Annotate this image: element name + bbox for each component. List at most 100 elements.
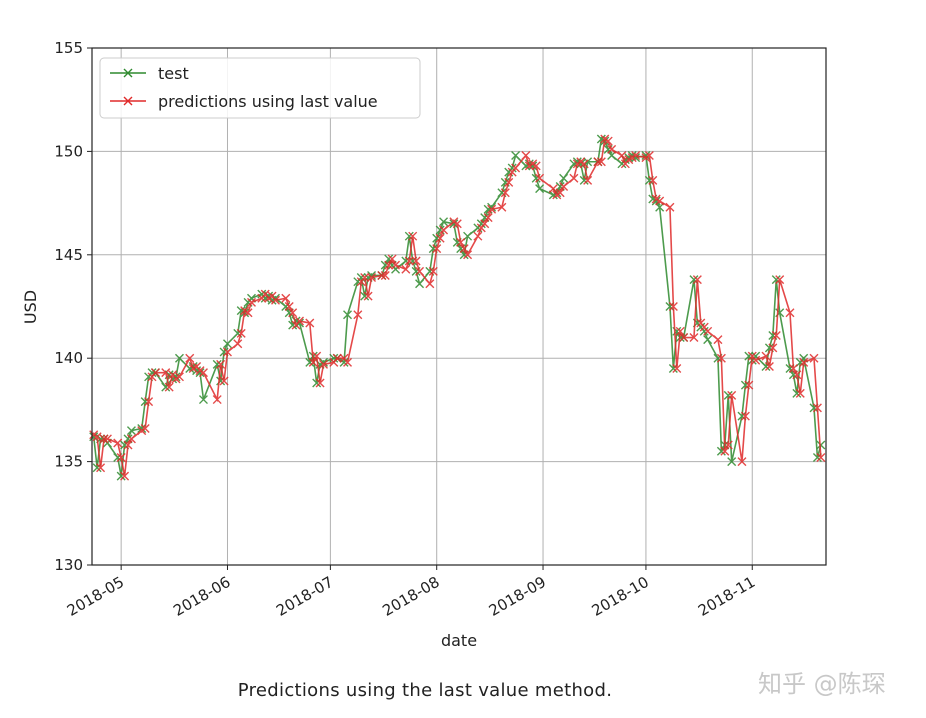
data-point-marker	[439, 225, 449, 235]
data-point-marker	[343, 357, 353, 367]
data-point-marker	[727, 390, 737, 400]
data-point-marker	[96, 463, 106, 473]
data-point-marker	[147, 368, 157, 378]
data-point-marker	[174, 372, 184, 382]
data-point-marker	[768, 343, 778, 353]
legend-item-test	[110, 68, 146, 78]
data-point-marker	[665, 202, 675, 212]
data-point-marker	[607, 144, 617, 154]
data-point-marker	[246, 297, 256, 307]
data-point-marker	[126, 426, 136, 436]
data-point-marker	[360, 273, 370, 283]
data-point-marker	[150, 368, 160, 378]
data-point-marker	[511, 151, 521, 161]
data-point-marker	[144, 397, 154, 407]
data-point-marker	[329, 353, 339, 363]
data-point-marker	[236, 328, 246, 338]
data-point-marker	[295, 316, 305, 326]
data-point-marker	[816, 452, 826, 462]
x-tick-label: 2018-05	[64, 573, 127, 620]
data-point-marker	[764, 361, 774, 371]
data-point-marker	[439, 217, 449, 227]
data-point-marker	[425, 279, 435, 289]
data-point-marker	[703, 326, 713, 336]
data-point-marker	[113, 438, 123, 448]
data-point-marker	[559, 182, 569, 192]
data-point-marker	[761, 351, 771, 361]
data-point-marker	[332, 353, 342, 363]
data-point-marker	[521, 151, 531, 161]
data-point-marker	[500, 188, 510, 198]
data-point-marker	[569, 173, 579, 183]
y-tick-label: 145	[54, 246, 83, 264]
data-point-marker	[792, 370, 802, 380]
data-point-marker	[744, 380, 754, 390]
y-tick-label: 150	[54, 142, 83, 160]
series-test	[89, 134, 826, 481]
x-tick-label: 2018-10	[589, 573, 652, 620]
data-point-marker	[284, 302, 294, 311]
data-point-marker	[401, 264, 411, 274]
data-point-marker	[415, 266, 425, 276]
grid-lines	[92, 47, 826, 566]
data-point-marker	[480, 219, 490, 229]
data-point-marker	[583, 175, 593, 185]
x-tick-label: 2018-08	[379, 573, 442, 620]
data-point-marker	[102, 434, 112, 444]
data-point-marker	[216, 359, 226, 369]
data-point-marker	[271, 295, 280, 305]
data-point-marker	[449, 219, 459, 229]
data-point-marker	[315, 378, 325, 388]
data-point-marker	[198, 368, 208, 378]
legend-marker	[123, 68, 133, 78]
series-layer	[89, 134, 826, 481]
data-point-marker	[775, 275, 785, 285]
data-point-marker	[737, 457, 747, 467]
data-point-marker	[185, 353, 195, 363]
data-point-marker	[116, 452, 126, 462]
legend-item-predictions	[110, 96, 146, 106]
data-point-marker	[391, 260, 401, 270]
data-point-marker	[723, 440, 733, 450]
data-point-marker	[617, 151, 627, 161]
y-tick-label: 135	[54, 453, 83, 471]
data-point-marker	[713, 335, 723, 345]
data-point-marker	[559, 173, 569, 183]
data-point-marker	[281, 293, 291, 303]
legend-marker	[123, 96, 133, 106]
data-point-marker	[816, 440, 826, 450]
data-point-marker	[308, 357, 318, 367]
data-point-marker	[555, 188, 565, 198]
data-point-marker	[243, 308, 253, 318]
data-point-marker	[432, 244, 442, 254]
data-point-marker	[140, 424, 150, 434]
plot-frame	[91, 47, 827, 566]
data-point-marker	[120, 471, 130, 481]
data-point-marker	[428, 266, 438, 276]
data-point-marker	[339, 357, 349, 367]
data-point-marker	[531, 161, 541, 171]
data-point-marker	[576, 159, 586, 169]
data-point-marker	[689, 333, 699, 343]
data-point-marker	[456, 237, 466, 247]
data-point-marker	[648, 175, 658, 185]
figure-caption: Predictions using the last value method.	[237, 680, 613, 701]
data-point-marker	[641, 151, 651, 161]
data-point-marker	[812, 403, 822, 413]
data-point-marker	[312, 351, 322, 361]
data-point-marker	[675, 326, 685, 336]
x-tick-label: 2018-07	[273, 573, 336, 620]
data-point-marker	[137, 424, 147, 434]
data-point-marker	[452, 219, 462, 229]
y-axis-label: USD	[21, 290, 40, 324]
data-point-marker	[343, 310, 353, 320]
data-point-marker	[720, 446, 730, 456]
data-point-marker	[463, 250, 473, 260]
data-point-marker	[219, 376, 229, 386]
data-point-marker	[631, 151, 641, 161]
data-point-marker	[164, 382, 174, 392]
legend-box	[99, 57, 421, 119]
data-point-marker	[535, 184, 545, 194]
data-point-marker	[222, 339, 232, 349]
